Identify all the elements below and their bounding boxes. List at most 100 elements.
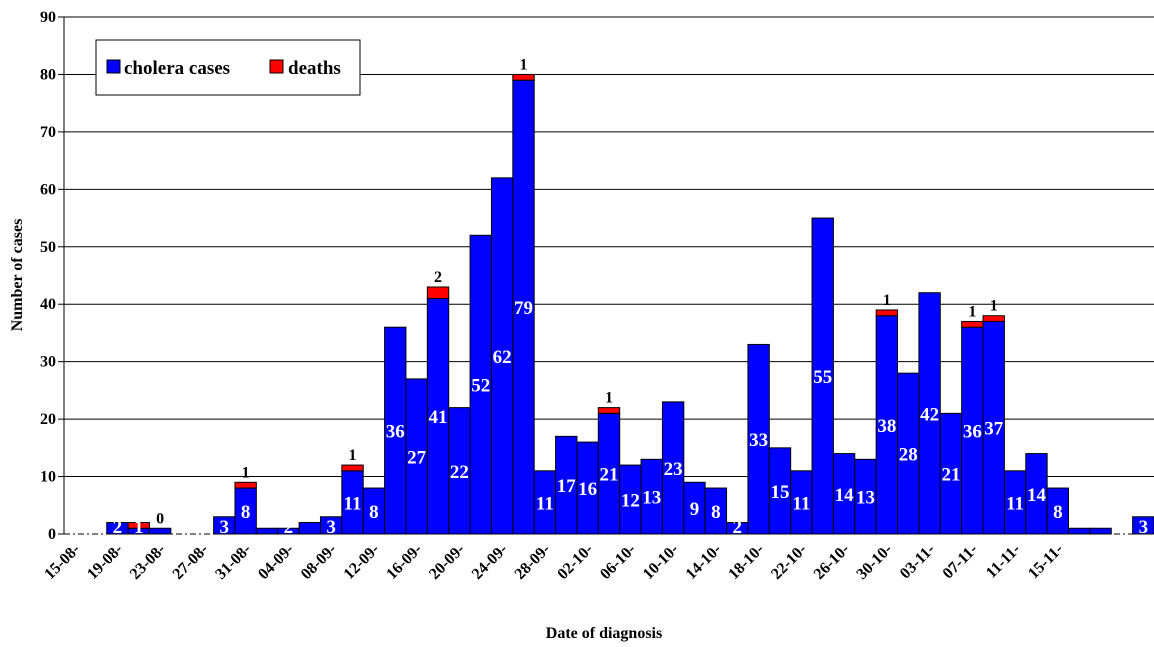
bar-deaths: [512, 73, 535, 81]
death-value-label: 0: [156, 510, 164, 527]
y-tick-label: 20: [40, 411, 56, 428]
case-value-label: 8: [369, 502, 379, 523]
case-value-label: 27: [407, 447, 427, 468]
case-value-label: 62: [493, 347, 512, 368]
y-tick-labels: 0 10 20 30 40 50 60 70 80 90: [40, 9, 56, 543]
bar-deaths: [341, 464, 364, 472]
case-value-label: 2: [732, 517, 742, 538]
bar-cases: [1068, 527, 1091, 535]
case-value-label: 41: [429, 407, 448, 428]
bar-cases: [148, 527, 172, 535]
x-tick-label: 15-11-: [1025, 541, 1067, 583]
x-tick-label: 28-09-: [512, 541, 554, 583]
x-tick-label: 26-10-: [811, 541, 853, 583]
case-value-label: 8: [1053, 502, 1063, 523]
case-value-label: 11: [1006, 493, 1024, 514]
x-tick-label: 06-10-: [597, 541, 639, 583]
legend-label-deaths: deaths: [288, 58, 341, 79]
case-value-label: 55: [813, 367, 832, 388]
x-tick-label: 30-10-: [853, 541, 895, 583]
x-tick-label: 08-09-: [298, 541, 340, 583]
x-tick-label: 18-10-: [725, 541, 767, 583]
case-value-label: 22: [450, 462, 469, 483]
case-value-label: 17: [557, 476, 577, 497]
x-tick-label: 04-09-: [255, 541, 297, 583]
x-tick-label: 14-10-: [683, 541, 725, 583]
x-tick-label: 10-10-: [640, 541, 682, 583]
case-value-label: 1: [134, 517, 144, 538]
case-value-label: 37: [984, 419, 1004, 440]
case-value-label: 8: [711, 502, 721, 523]
case-value-label: 3: [326, 517, 336, 538]
case-value-label: 9: [690, 499, 700, 520]
gridlines: [64, 16, 1154, 478]
death-value-label: 1: [883, 292, 891, 309]
case-value-label: 21: [941, 465, 960, 486]
case-value-label: 13: [856, 488, 875, 509]
case-value-label: 28: [899, 445, 918, 466]
case-value-label: 14: [1027, 485, 1047, 506]
bar-cases: [704, 487, 728, 535]
y-tick-label: 0: [48, 526, 56, 543]
x-tick-label: 31-08-: [212, 541, 254, 583]
bar-cases: [747, 343, 770, 535]
bar-deaths: [127, 522, 150, 529]
bar-deaths: [961, 320, 984, 328]
y-tick-label: 90: [40, 9, 56, 26]
case-value-label: 3: [1139, 517, 1149, 538]
bar-cases: [1089, 527, 1112, 535]
x-tick-label: 23-08-: [127, 541, 169, 583]
case-value-label: 13: [642, 488, 661, 509]
case-value-label: 52: [471, 376, 490, 397]
y-tick-label: 40: [40, 296, 56, 313]
case-value-label: 36: [963, 422, 982, 443]
case-value-label: 11: [536, 493, 554, 514]
x-tick-label: 19-08-: [84, 541, 126, 583]
legend-swatch-deaths: [269, 59, 284, 74]
death-value-label: 1: [605, 390, 613, 407]
bar-deaths: [875, 309, 899, 317]
x-tick-label: 22-10-: [768, 541, 810, 583]
case-value-label: 2: [284, 517, 294, 538]
case-value-label: 42: [920, 404, 939, 425]
bar-deaths: [982, 315, 1005, 322]
case-value-label: 16: [578, 479, 597, 500]
case-value-label: 79: [514, 298, 533, 319]
axes: [58, 16, 1154, 535]
case-value-label: 8: [241, 502, 251, 523]
bar-cases: [661, 401, 685, 535]
case-value-label: 3: [220, 517, 230, 538]
y-tick-label: 30: [40, 354, 56, 371]
x-tick-label: 16-09-: [383, 541, 425, 583]
bar-cases: [1046, 487, 1070, 535]
bar-cases: [298, 522, 321, 535]
x-tick-label: 03-11-: [897, 541, 939, 583]
case-value-label: 33: [749, 430, 768, 451]
death-value-label: 1: [520, 56, 528, 73]
case-value-label: 23: [664, 459, 683, 480]
case-value-label: 38: [877, 416, 896, 437]
legend-box: [95, 39, 361, 96]
case-value-label: 15: [770, 482, 789, 503]
legend-label-cases: cholera cases: [124, 58, 230, 79]
death-value-label: 1: [990, 298, 998, 315]
x-tick-label: 02-10-: [554, 541, 596, 583]
y-tick-label: 60: [40, 181, 56, 198]
x-tick-label: 11-11-: [983, 541, 1024, 582]
legend: cholera cases deaths: [95, 39, 361, 96]
y-axis-title: Number of cases: [9, 219, 26, 332]
case-value-label: 11: [792, 493, 810, 514]
y-tick-label: 70: [40, 124, 56, 141]
x-tick-label: 24-09-: [469, 541, 511, 583]
bar-deaths: [426, 286, 450, 299]
x-tick-label: 07-11-: [940, 541, 982, 583]
case-value-label: 12: [621, 491, 640, 512]
death-value-label: 1: [349, 447, 357, 464]
case-value-label: 11: [344, 493, 362, 514]
y-tick-label: 80: [40, 66, 56, 83]
death-value-label: 1: [242, 464, 250, 481]
x-tick-label: 12-09-: [341, 541, 383, 583]
bar-deaths: [234, 481, 257, 489]
case-value-label: 21: [600, 465, 619, 486]
